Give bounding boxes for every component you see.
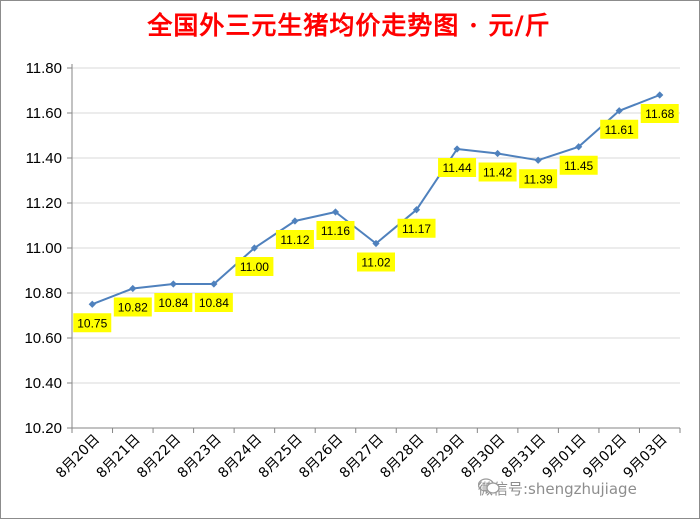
series-line [91,94,661,306]
y-tick-label: 11.80 [26,60,62,77]
data-point [250,244,258,252]
data-labels: 10.75 10.82 10.84 10.84 11.00 11.12 11.16 11.02… [73,104,679,333]
data-point [494,149,502,158]
y-tick-label: 11.00 [26,240,62,257]
x-tick-label: 8月24日 [215,432,265,482]
x-axis-ticks: 8月20日8月21日8月22日8月23日8月24日8月25日8月26日8月27日… [53,432,670,482]
data-label-bg [478,162,517,182]
axes [67,64,681,433]
x-tick-label: 8月20日 [53,432,103,482]
data-label: 11.44 [438,158,477,177]
data-label: 11.42 [478,162,517,182]
data-point [615,107,623,115]
data-label-text: 11.17 [402,222,431,236]
gridlines [72,67,680,384]
x-tick-label: 8月22日 [134,432,184,482]
data-label-text: 10.84 [199,296,229,310]
chart-title: 全国外三元生猪均价走势图 · 元/斤 [147,11,551,40]
y-tick-label: 11.20 [26,195,62,212]
data-label-bg [154,293,193,312]
x-tick-label: 8月25日 [256,432,306,482]
data-point [210,280,218,288]
data-point [372,239,380,248]
data-label-text: 11.68 [645,107,674,121]
watermark: 微信号:shengzhujiage [478,478,637,499]
data-label-bg [640,104,679,123]
data-point [88,300,96,308]
series [88,91,664,308]
data-label-text: 11.00 [240,260,269,274]
x-tick-label: 8月23日 [175,432,225,482]
data-label-text: 11.42 [483,166,512,180]
x-tick-label: 9月01日 [539,432,589,482]
data-label-bg [194,293,233,312]
y-tick-label: 10.40 [24,375,62,392]
data-label: 11.61 [600,119,639,139]
data-label-bg [316,221,355,240]
data-point [412,206,421,214]
data-point [575,143,583,151]
y-tick-label: 10.60 [24,330,62,347]
data-label-bg [275,230,314,249]
data-label: 10.84 [154,293,193,312]
x-tick-label: 8月21日 [94,432,144,482]
data-point [169,280,177,288]
data-label-text: 10.82 [118,301,148,315]
data-label: 11.17 [397,218,436,238]
x-tick-label: 8月26日 [296,432,346,482]
data-point [656,91,664,99]
data-label-text: 11.61 [605,123,634,137]
data-point [129,284,137,293]
data-label-text: 11.02 [361,256,390,270]
data-point [331,208,340,216]
data-label: 10.82 [113,297,152,317]
y-tick-label: 11.40 [26,150,62,167]
x-tick-label: 8月31日 [499,432,549,482]
data-label-bg [559,155,598,175]
data-label: 11.45 [559,155,598,175]
data-label-text: 10.84 [158,296,188,310]
data-label-text: 11.44 [442,161,471,175]
data-label: 10.75 [73,313,112,333]
data-label-text: 11.45 [564,159,593,173]
data-label-bg [113,297,152,317]
data-point [534,156,542,164]
data-label-bg [397,218,436,238]
x-tick-label: 8月27日 [337,432,387,482]
data-label-bg [438,158,477,177]
data-point [453,145,461,153]
data-label-bg [600,119,639,139]
x-tick-label: 8月30日 [458,432,508,482]
data-label-bg [519,169,558,189]
data-label: 11.16 [316,221,355,240]
data-label-bg [235,257,274,276]
data-label: 11.12 [275,230,314,249]
data-label-text: 11.12 [280,233,309,247]
data-label: 10.84 [194,293,233,312]
data-label-text: 10.75 [77,316,107,330]
data-label-bg [73,313,112,333]
x-tick-label: 9月03日 [621,432,671,482]
y-tick-label: 11.60 [26,105,62,122]
data-label: 11.39 [519,169,558,189]
data-label: 11.02 [357,252,395,272]
x-tick-label: 8月28日 [377,432,427,482]
data-label: 11.68 [640,104,679,123]
data-label: 11.00 [235,257,274,276]
y-tick-label: 10.20 [24,420,62,437]
data-label-text: 11.39 [524,172,553,186]
data-point [291,217,299,225]
data-label-text: 11.16 [321,224,350,238]
y-axis-ticks: 10.20 10.40 10.60 10.80 11.00 11.20 11.40 11.60… [24,60,62,437]
y-tick-label: 10.80 [24,285,62,302]
wechat-icon [478,478,500,494]
x-tick-label: 8月29日 [418,432,468,482]
data-label-bg [357,252,395,272]
x-tick-label: 9月02日 [580,432,630,482]
watermark-text: 微信号:shengzhujiage [478,480,637,498]
